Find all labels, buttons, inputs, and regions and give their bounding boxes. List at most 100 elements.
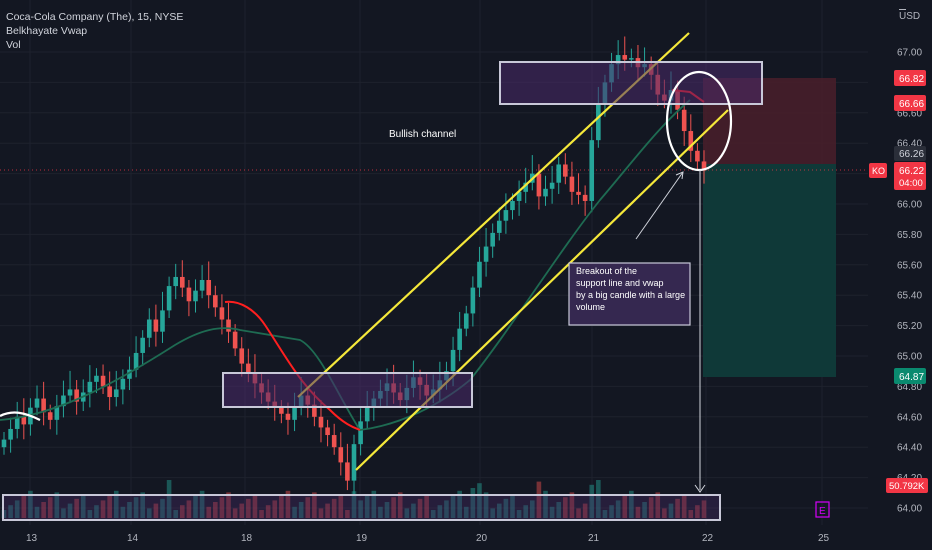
volume-bar — [457, 490, 462, 518]
volume-bar — [549, 506, 555, 518]
volume-bar — [199, 490, 205, 518]
volume-bar — [688, 510, 694, 518]
candle-body — [701, 161, 707, 171]
y-tick-label: 64.40 — [897, 443, 922, 454]
projection-arrow-head — [694, 484, 706, 493]
candle-body — [338, 447, 344, 463]
candle-body — [569, 176, 575, 192]
svg-text:KO: KO — [872, 166, 885, 176]
volume-bar — [331, 498, 337, 518]
y-tick-label: 65.20 — [897, 321, 922, 332]
candle-body — [549, 182, 555, 189]
volume-tag: 50.792K — [886, 478, 928, 493]
consolidation-box-mid — [222, 372, 473, 408]
svg-text:50.792K: 50.792K — [889, 481, 925, 492]
candle-body — [536, 173, 542, 197]
volume-bar — [470, 488, 476, 518]
svg-text:04:00: 04:00 — [899, 178, 923, 189]
volume-bar — [67, 503, 73, 518]
breakout-ellipse — [665, 70, 733, 172]
volume-bar — [563, 497, 568, 518]
candle-body — [622, 55, 628, 60]
candle-body — [61, 395, 66, 407]
vwap-segment-white — [0, 411, 41, 421]
candle-body — [285, 413, 291, 420]
price-axis[interactable]: 67.0066.8066.6066.4066.2066.0065.8065.60… — [897, 48, 922, 515]
volume-bar — [648, 497, 654, 518]
indicator-vwap-label[interactable]: Belkhayate Vwap — [6, 25, 88, 37]
consolidation-box-top — [499, 61, 763, 105]
volume-bar — [569, 492, 575, 518]
candle-body — [358, 421, 363, 445]
vwap-line — [0, 99, 691, 431]
candle-body — [180, 276, 185, 288]
candle-body — [292, 407, 297, 420]
candle-body — [219, 307, 225, 320]
volume-bar — [213, 502, 218, 518]
volume-bar — [140, 492, 145, 518]
candle-body — [470, 287, 476, 314]
volume-bar — [265, 505, 271, 518]
candle-body — [74, 389, 79, 402]
volume-bar — [523, 505, 528, 518]
candle-body — [34, 398, 40, 408]
volume-bar — [424, 494, 429, 518]
candle-body — [695, 150, 700, 162]
volume-bar — [28, 490, 33, 518]
volume-bar — [34, 506, 40, 518]
currency-underline — [899, 9, 906, 10]
volume-bar — [325, 503, 330, 518]
volume-bar — [259, 510, 264, 518]
volume-bar — [681, 494, 687, 518]
volume-bar — [107, 495, 112, 518]
volume-bar — [635, 506, 641, 518]
volume-bar — [173, 510, 178, 518]
volume-bar — [629, 490, 634, 518]
breakout-note-line-1: Breakout of the — [576, 266, 637, 276]
candle-body — [226, 319, 231, 332]
volume-bar — [662, 508, 667, 518]
candle-body — [629, 58, 634, 60]
candle-body — [490, 232, 495, 247]
volume-bar — [338, 494, 344, 518]
volume-bar — [675, 498, 680, 518]
y-tick-label: 65.00 — [897, 352, 922, 363]
candle-body — [160, 310, 165, 332]
breakout-note-box — [568, 262, 691, 326]
candle-body — [582, 194, 588, 201]
volume-bar — [536, 481, 542, 518]
x-tick-label: 25 — [818, 533, 830, 544]
svg-text:64.87: 64.87 — [899, 372, 924, 383]
currency-label[interactable]: USD — [899, 9, 920, 22]
candle-body — [133, 352, 139, 370]
svg-text:66.82: 66.82 — [899, 74, 924, 85]
indicator-volume-label[interactable]: Vol — [6, 39, 21, 51]
candle-body — [510, 200, 515, 211]
breakout-note-line-4: volume — [576, 302, 605, 312]
volume-bar — [358, 500, 363, 518]
chart-legend: Coca-Cola Company (The), 15, NYSE Belkha… — [6, 10, 183, 52]
volume-bar — [21, 495, 27, 518]
x-tick-label: 19 — [356, 533, 368, 544]
time-axis[interactable]: 13 14 18 19 20 21 22 25 — [26, 533, 830, 544]
annotation-arrow-head — [675, 171, 684, 180]
candle-body — [556, 164, 562, 183]
candle-body — [239, 348, 245, 364]
symbol-title[interactable]: Coca-Cola Company (The), 15, NYSE — [6, 11, 184, 23]
last-price-tag: KO 66.22 04:00 — [869, 162, 926, 190]
candle-body — [496, 220, 502, 233]
volume-bar — [14, 500, 20, 518]
x-tick-label: 22 — [702, 533, 714, 544]
candle-body — [345, 462, 350, 481]
volume-bar — [239, 503, 245, 518]
volume-bar — [160, 498, 165, 518]
volume-bar — [146, 508, 152, 518]
earnings-marker[interactable] — [815, 501, 830, 518]
y-tick-label: 64.80 — [897, 382, 922, 393]
volume-bar — [463, 506, 469, 518]
x-tick-label: 21 — [588, 533, 600, 544]
x-tick-label: 18 — [241, 533, 253, 544]
candle-body — [47, 412, 53, 420]
earnings-marker-label: E — [819, 506, 826, 517]
